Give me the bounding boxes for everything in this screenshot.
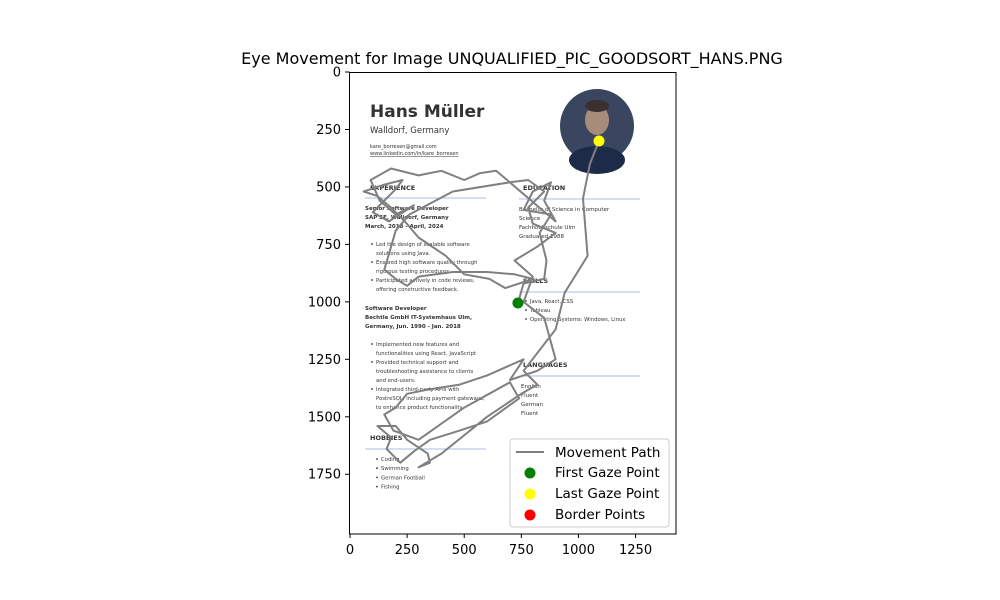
cv-line: Swimming xyxy=(381,466,409,472)
y-tick-label: 1250 xyxy=(308,353,341,368)
cv-line: Implemented new features and xyxy=(376,342,459,348)
legend-label-border: Border Points xyxy=(555,507,645,523)
cv-line: German xyxy=(521,402,544,408)
bullet-dot xyxy=(371,261,373,263)
cv-location: Walldorf, Germany xyxy=(370,126,449,136)
x-tick-label: 1250 xyxy=(619,543,652,558)
legend-label-path: Movement Path xyxy=(555,445,660,461)
cv-hobbies-list: Coding Swimming German Football Fishing xyxy=(376,457,425,491)
bullet-dot xyxy=(376,458,378,460)
x-axis-ticks: 0 250 500 750 1000 1250 xyxy=(346,534,652,558)
cv-line: functionalities using React, JavaScript xyxy=(376,351,476,357)
legend: Movement Path First Gaze Point Last Gaze… xyxy=(509,438,670,528)
bullet-dot xyxy=(371,279,373,281)
cv-line: Fachhochschule Ulm xyxy=(519,225,575,231)
x-tick-label: 0 xyxy=(346,543,354,558)
cv-line: to enhance product functionality xyxy=(376,405,463,411)
first-gaze-point xyxy=(512,297,524,309)
cv-line: Led the design of scalable software xyxy=(376,242,470,248)
chart-title: Eye Movement for Image UNQUALIFIED_PIC_G… xyxy=(241,49,783,69)
y-axis-ticks: 0 250 500 750 1000 1250 1500 1750 xyxy=(308,66,350,483)
cv-email: kare_borresen@gmail.com xyxy=(370,144,437,150)
cv-line: and end-users. xyxy=(376,378,416,384)
cv-line: Operating Systems: Windows, Linux xyxy=(530,317,625,323)
bullet-dot xyxy=(371,343,373,345)
y-tick-label: 1000 xyxy=(308,295,341,310)
bullet-dot xyxy=(525,318,527,320)
legend-box xyxy=(509,438,670,528)
y-tick-label: 1750 xyxy=(308,468,341,483)
y-tick-label: 750 xyxy=(316,238,341,253)
legend-marker-first xyxy=(524,467,536,479)
cv-line: Coding xyxy=(381,457,400,463)
legend-label-first: First Gaze Point xyxy=(555,465,660,481)
last-gaze-point xyxy=(593,135,605,147)
axes-frame xyxy=(349,72,677,535)
y-tick-label: 250 xyxy=(316,123,341,138)
bullet-dot xyxy=(376,476,378,479)
cv-line: PostreSQL, including payment gateways, xyxy=(376,396,485,402)
cv-job1-dates: March, 2018 - April, 2024 xyxy=(365,224,444,230)
bullet-dot xyxy=(525,309,527,311)
cv-linkedin: www.linkedin.com/in/kare_borresen xyxy=(370,151,459,157)
cv-line: Ensured high software quality through xyxy=(376,260,477,266)
cv-line: troubleshooting assistance to clients xyxy=(376,369,473,375)
cv-hobbies-heading: HOBBIES xyxy=(370,434,403,442)
cv-line: Bachelor of Science in Computer xyxy=(519,207,610,213)
cv-line: Fluent xyxy=(521,411,539,417)
cv-job2-title: Software Developer xyxy=(365,306,427,312)
legend-label-last: Last Gaze Point xyxy=(555,486,659,502)
movement-path-line xyxy=(362,140,600,469)
bullet-dot xyxy=(525,300,527,302)
y-tick-label: 1500 xyxy=(308,410,341,425)
cv-job2-bullets: Implemented new features and functionalit… xyxy=(371,342,485,411)
cv-line: offering constructive feedback. xyxy=(376,287,459,293)
legend-marker-last xyxy=(524,488,536,500)
cv-line: Fluent xyxy=(521,393,539,399)
bullet-dot xyxy=(371,243,373,245)
x-tick-label: 250 xyxy=(395,543,420,558)
cv-line: German Football xyxy=(381,475,425,481)
bullet-dot xyxy=(371,361,373,363)
bullet-dot xyxy=(371,388,373,390)
cv-job2-dates: Germany, Jun. 1990 - Jan. 2018 xyxy=(365,324,461,330)
cv-job2-company: Bechtle GmbH IT-Systemhaus Ulm, xyxy=(365,315,472,321)
cv-line: solutions using Java. xyxy=(376,251,431,257)
cv-education-heading: EDUCATION xyxy=(523,184,565,192)
cv-line: Graduated 1988 xyxy=(519,234,565,240)
plot-data xyxy=(362,135,605,469)
cv-line: Integrated third-party APIs with xyxy=(376,387,459,393)
x-tick-label: 500 xyxy=(452,543,477,558)
cv-line: Participated actively in code reviews, xyxy=(376,278,475,284)
legend-marker-border xyxy=(524,509,536,521)
x-tick-label: 750 xyxy=(509,543,534,558)
cv-skills-list: Java, React, CSS Tableau Operating Systems… xyxy=(525,299,625,323)
x-tick-label: 1000 xyxy=(562,543,595,558)
cv-line: Fishing xyxy=(381,485,399,491)
profile-photo xyxy=(560,89,634,174)
bullet-dot xyxy=(376,467,378,470)
y-tick-label: 0 xyxy=(333,66,341,81)
cv-name: Hans Müller xyxy=(370,102,485,122)
cv-line: Tableau xyxy=(529,308,550,314)
cv-line: Science xyxy=(519,216,541,222)
cv-line: Java, React, CSS xyxy=(529,299,574,305)
cv-education-lines: Bachelor of Science in Computer Science Fa… xyxy=(519,207,610,240)
cv-line: rigorous testing procedures. xyxy=(376,269,451,275)
cv-line: Provided technical support and xyxy=(376,360,458,366)
bullet-dot xyxy=(376,485,378,488)
cv-job1-bullets: Led the design of scalable software solut… xyxy=(371,242,477,293)
y-tick-label: 500 xyxy=(316,180,341,195)
cv-experience-heading: EXPERIENCE xyxy=(370,184,415,192)
